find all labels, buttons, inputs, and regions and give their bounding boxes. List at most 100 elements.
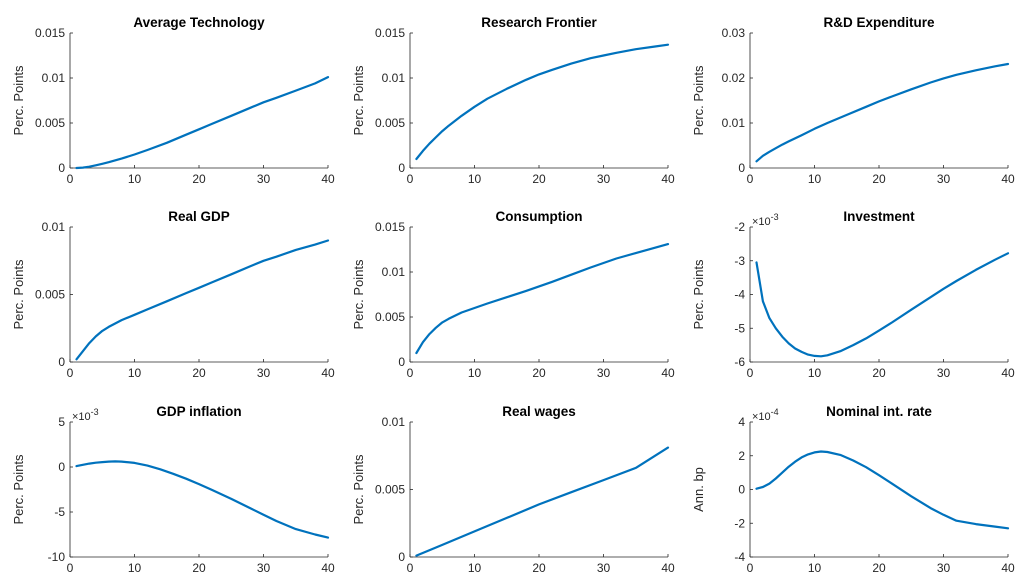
x-tick-label: 40 [321, 172, 335, 186]
chart-panel: 0 10 20 30 40 -6 -5 -4 -3 -2 Investment Perc. Point… [691, 209, 1015, 380]
y-tick-label: 5 [58, 415, 65, 429]
y-tick-label: -5 [54, 505, 65, 519]
x-tick-label: 0 [407, 366, 414, 380]
y-axis-label: Perc. Points [351, 259, 366, 330]
y-tick-label: -2 [734, 516, 745, 530]
y-tick-label: 0.005 [375, 116, 405, 130]
y-tick-label: 0.01 [382, 415, 406, 429]
x-tick-label: 30 [597, 172, 611, 186]
x-tick-label: 10 [808, 172, 822, 186]
x-tick-label: 30 [937, 561, 951, 575]
x-tick-label: 40 [661, 366, 675, 380]
x-tick-label: 20 [872, 172, 886, 186]
chart-panel: 0 10 20 30 40 0 0.005 0.01 0.015 Research Frontie… [351, 15, 675, 186]
x-tick-label: 20 [532, 561, 546, 575]
y-tick-label: 0 [58, 460, 65, 474]
exponent-label: ×10-3 [752, 212, 779, 228]
x-tick-label: 30 [937, 366, 951, 380]
x-tick-label: 40 [661, 172, 675, 186]
x-tick-label: 10 [128, 366, 142, 380]
chart-panel: 0 10 20 30 40 0 0.005 0.01 Real wages Perc. Point… [351, 404, 675, 575]
x-tick-label: 20 [532, 172, 546, 186]
y-tick-label: 0.01 [382, 71, 406, 85]
y-tick-label: -4 [734, 288, 745, 302]
panel-title: Investment [843, 209, 915, 224]
x-tick-label: 20 [872, 366, 886, 380]
series-line [415, 43, 670, 161]
y-tick-label: 0.015 [35, 26, 65, 40]
y-tick-label: 4 [738, 415, 745, 429]
x-tick-label: 10 [808, 561, 822, 575]
x-tick-label: 20 [192, 561, 206, 575]
x-tick-label: 0 [67, 366, 74, 380]
y-tick-label: -10 [48, 550, 66, 564]
y-axis-label: Perc. Points [691, 259, 706, 330]
y-tick-label: 0.015 [375, 26, 405, 40]
x-tick-label: 30 [257, 366, 271, 380]
x-tick-label: 30 [257, 561, 271, 575]
y-axis-label: Perc. Points [11, 454, 26, 525]
series-line [415, 243, 670, 355]
x-tick-label: 10 [468, 366, 482, 380]
chart-panel: 0 10 20 30 40 -10 -5 0 5 GDP inflation Perc. Point… [11, 404, 335, 575]
y-axis-label: Perc. Points [351, 65, 366, 136]
series-line [415, 446, 670, 557]
x-tick-label: 0 [747, 366, 754, 380]
exponent-label: ×10-3 [72, 407, 99, 423]
x-tick-label: 0 [747, 561, 754, 575]
series-line [75, 76, 330, 170]
y-tick-label: 0 [58, 161, 65, 175]
series-line [75, 239, 330, 361]
y-tick-label: 0 [58, 355, 65, 369]
x-tick-label: 0 [407, 172, 414, 186]
x-tick-label: 30 [257, 172, 271, 186]
x-tick-label: 40 [1001, 366, 1015, 380]
x-tick-label: 30 [597, 561, 611, 575]
y-tick-label: 0.01 [722, 116, 746, 130]
y-tick-label: 0.005 [35, 116, 65, 130]
y-tick-label: 0.005 [35, 288, 65, 302]
chart-panel: 0 10 20 30 40 0 0.01 0.02 0.03 R&D Expenditure Per… [691, 15, 1015, 186]
y-tick-label: 0.005 [375, 483, 405, 497]
y-tick-label: 0.01 [42, 220, 66, 234]
y-tick-label: 0.005 [375, 310, 405, 324]
y-tick-label: 0 [738, 161, 745, 175]
y-tick-label: 0 [398, 355, 405, 369]
y-tick-label: 0 [398, 161, 405, 175]
chart-panel: 0 10 20 30 40 0 0.005 0.01 0.015 Consumption Perc.… [351, 209, 675, 380]
y-tick-label: 0 [738, 483, 745, 497]
series-line [75, 460, 330, 539]
x-tick-label: 30 [937, 172, 951, 186]
x-tick-label: 20 [192, 172, 206, 186]
y-tick-label: 0.01 [382, 265, 406, 279]
x-tick-label: 10 [468, 561, 482, 575]
series-line [755, 450, 1010, 530]
y-axis-label: Perc. Points [351, 454, 366, 525]
y-tick-label: 0.02 [722, 71, 746, 85]
chart-panel: 0 10 20 30 40 0 0.005 0.01 0.015 Average Technolo… [11, 15, 335, 186]
chart-panel: 0 10 20 30 40 -4 -2 0 2 4 Nominal int. rate Ann. bp… [691, 404, 1015, 575]
panel-title: Average Technology [133, 15, 265, 30]
y-axis-label: Perc. Points [691, 65, 706, 136]
x-tick-label: 10 [128, 172, 142, 186]
y-axis-label: Perc. Points [11, 259, 26, 330]
y-tick-label: -2 [734, 220, 745, 234]
panel-title: GDP inflation [156, 404, 241, 419]
panel-title: Real wages [502, 404, 576, 419]
x-tick-label: 20 [192, 366, 206, 380]
y-tick-label: 0.03 [722, 26, 746, 40]
y-tick-label: -5 [734, 321, 745, 335]
y-axis-label: Ann. bp [691, 467, 706, 512]
x-tick-label: 10 [128, 561, 142, 575]
x-tick-label: 40 [1001, 561, 1015, 575]
x-tick-label: 40 [1001, 172, 1015, 186]
y-tick-label: -6 [734, 355, 745, 369]
panel-title: Nominal int. rate [826, 404, 932, 419]
panel-title: Research Frontier [481, 15, 597, 30]
x-tick-label: 40 [321, 561, 335, 575]
x-tick-label: 40 [321, 366, 335, 380]
series-line [755, 62, 1010, 163]
y-tick-label: -3 [734, 254, 745, 268]
panel-title: Real GDP [168, 209, 230, 224]
